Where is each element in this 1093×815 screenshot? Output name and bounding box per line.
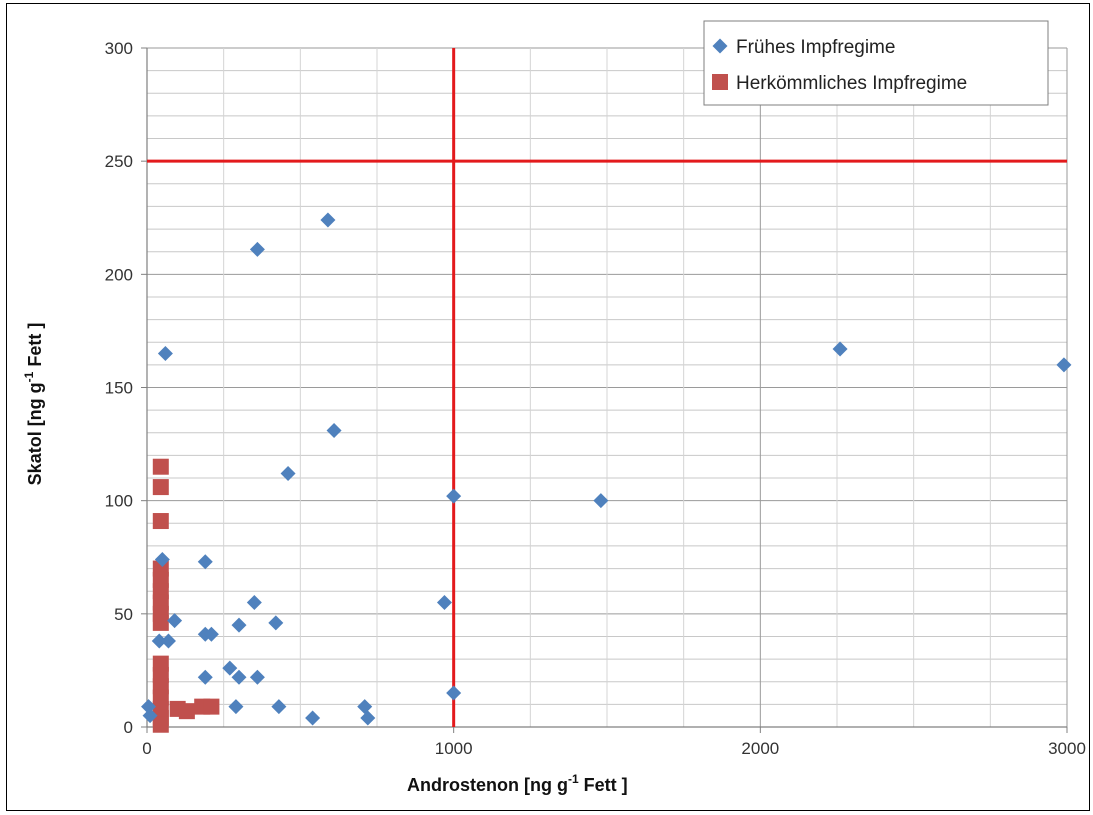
point-diamond [446,685,462,701]
legend-box [703,20,1049,106]
point-diamond [197,669,213,685]
point-diamond [231,669,247,685]
point-diamond [360,710,376,726]
point-diamond [197,554,213,570]
point-diamond [228,699,244,715]
y-axis-title: Skatol [ng g-1 Fett ] [22,323,45,486]
x-tick-label: 0 [142,739,151,758]
point-square [152,513,169,530]
point-diamond [167,613,183,629]
x-tick-label: 1000 [435,739,473,758]
point-diamond [203,626,219,642]
point-diamond [305,710,321,726]
point-square [152,614,169,631]
x-tick-label: 2000 [741,739,779,758]
x-axis-title: Androstenon [ng g-1 Fett ] [407,772,628,795]
point-diamond [160,633,176,649]
point-diamond [154,552,170,568]
y-tick-label: 150 [105,379,133,398]
y-tick-label: 0 [124,718,133,737]
point-square [203,698,220,715]
point-diamond [222,660,238,676]
point-diamond [832,341,848,357]
point-square [152,479,169,496]
point-square [152,716,169,733]
point-diamond [436,595,452,611]
point-diamond [593,493,609,509]
data-points [141,212,1072,733]
legend-diamond-icon [712,38,728,54]
point-diamond [280,466,296,482]
grid [146,47,1068,728]
y-tick-label: 200 [105,265,133,284]
legend-entry-label: Frühes Impfregime [736,37,895,58]
point-diamond [1056,357,1072,373]
y-tick-label: 50 [114,605,133,624]
y-tick-label: 300 [105,39,133,58]
point-diamond [271,699,287,715]
point-diamond [268,615,284,631]
point-diamond [231,617,247,633]
legend-square-icon [712,74,728,90]
x-tick-label: 3000 [1048,739,1086,758]
point-diamond [142,708,158,724]
point-diamond [326,423,342,439]
point-square [178,703,195,720]
legend-entry-label: Herkömmliches Impfregime [736,73,967,94]
point-diamond [141,699,157,715]
y-tick-label: 100 [105,492,133,511]
point-square [152,458,169,475]
y-tick-label: 250 [105,152,133,171]
point-diamond [151,633,167,649]
point-diamond [246,595,262,611]
point-diamond [249,669,265,685]
point-diamond [320,212,336,228]
legend: Frühes Impfregime Herkömmliches Impfregim… [703,20,1049,106]
point-diamond [249,241,265,257]
point-diamond [157,346,173,362]
chart-frame: 0 50 100 150 200 250 300 0 1000 2000 3000 Androste… [6,3,1090,811]
reference-lines [147,48,1067,727]
point-diamond [446,488,462,504]
point-diamond [357,699,373,715]
